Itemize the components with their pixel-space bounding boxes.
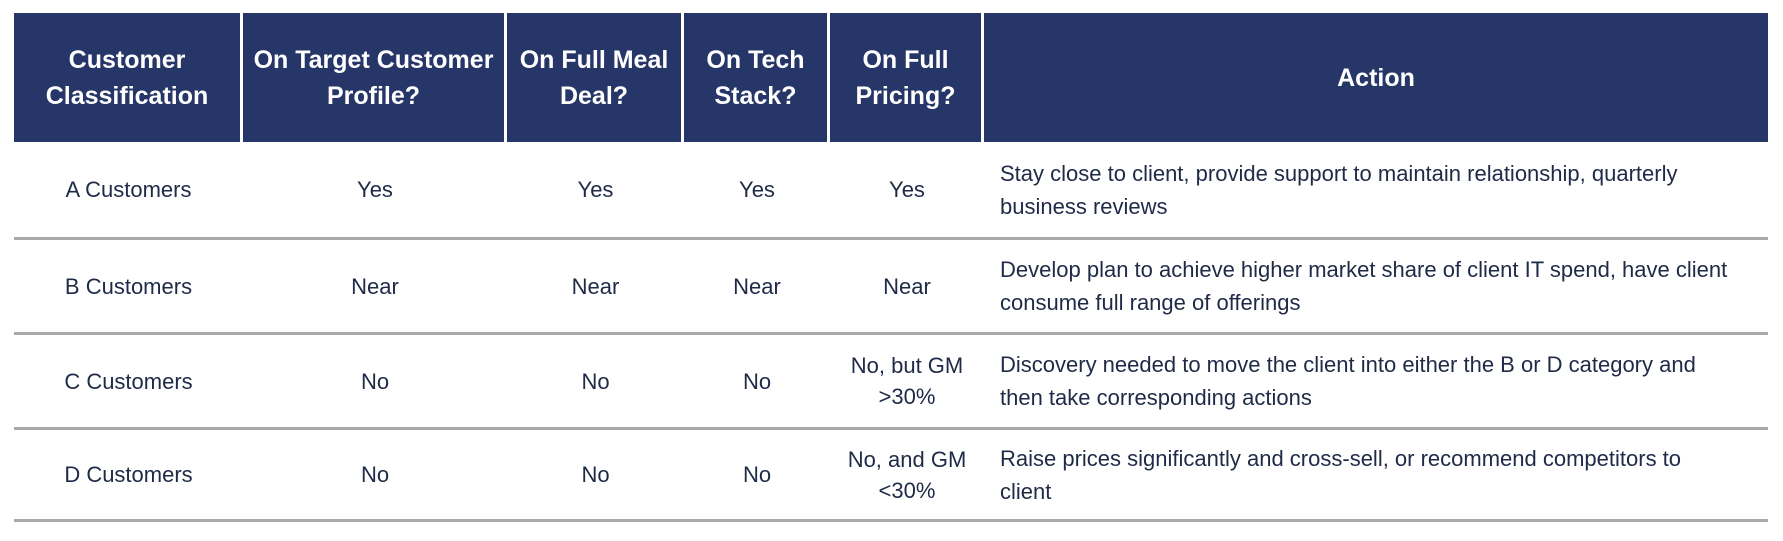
column-header-on-tech-stack: On Tech Stack? [684, 13, 830, 142]
cell-classification: C Customers [64, 368, 193, 394]
cell-on-target-customer-profile: Near [351, 273, 399, 299]
cell-on-target-customer-profile: Yes [357, 177, 393, 202]
cell-on-full-meal-deal: Yes [577, 177, 614, 202]
cell-action: Discovery needed to move the client into… [1000, 352, 1696, 410]
cell-action: Develop plan to achieve higher market sh… [1000, 257, 1728, 315]
column-header-on-target-customer-profile: On Target Customer Profile? [243, 13, 507, 142]
cell-on-tech-stack: No [742, 368, 772, 394]
cell-classification: A Customers [65, 177, 192, 202]
cell-on-full-meal-deal: No [581, 462, 610, 487]
cell-classification: D Customers [64, 462, 193, 487]
cell-on-tech-stack: Yes [739, 177, 775, 202]
cell-on-target-customer-profile: No [360, 462, 390, 487]
column-header-action: Action [984, 13, 1768, 142]
cell-on-full-meal-deal: No [581, 368, 610, 394]
table-row-b-customers: B Customers Near Near Near Near Develop … [14, 237, 1768, 332]
table-row-c-customers: C Customers No No No No, but GM >30% Dis… [14, 332, 1768, 427]
table-header-row: Customer Classification On Target Custom… [14, 13, 1768, 142]
table-row-a-customers: A Customers Yes Yes Yes Yes Stay close t… [14, 142, 1768, 237]
cell-on-full-pricing: No, but GM >30% [850, 353, 964, 409]
cell-on-full-meal-deal: Near [571, 273, 620, 299]
cell-classification: B Customers [64, 273, 193, 299]
cell-on-full-pricing: No, and GM <30% [847, 446, 967, 503]
cell-action: Stay close to client, provide support to… [1000, 160, 1678, 219]
column-header-customer-classification: Customer Classification [14, 13, 243, 142]
column-header-on-full-meal-deal: On Full Meal Deal? [507, 13, 684, 142]
cell-action: Raise prices significantly and cross-sel… [1000, 445, 1682, 504]
table-row-d-customers: D Customers No No No No, and GM <30% Rai… [14, 427, 1768, 522]
column-header-on-full-pricing: On Full Pricing? [830, 13, 984, 142]
cell-on-tech-stack: Near [733, 273, 781, 299]
cell-on-tech-stack: No [742, 462, 772, 487]
cell-on-target-customer-profile: No [360, 368, 390, 394]
cell-on-full-pricing: Near [883, 273, 931, 299]
cell-on-full-pricing: Yes [889, 177, 925, 202]
customer-classification-table: Customer Classification On Target Custom… [14, 13, 1768, 522]
